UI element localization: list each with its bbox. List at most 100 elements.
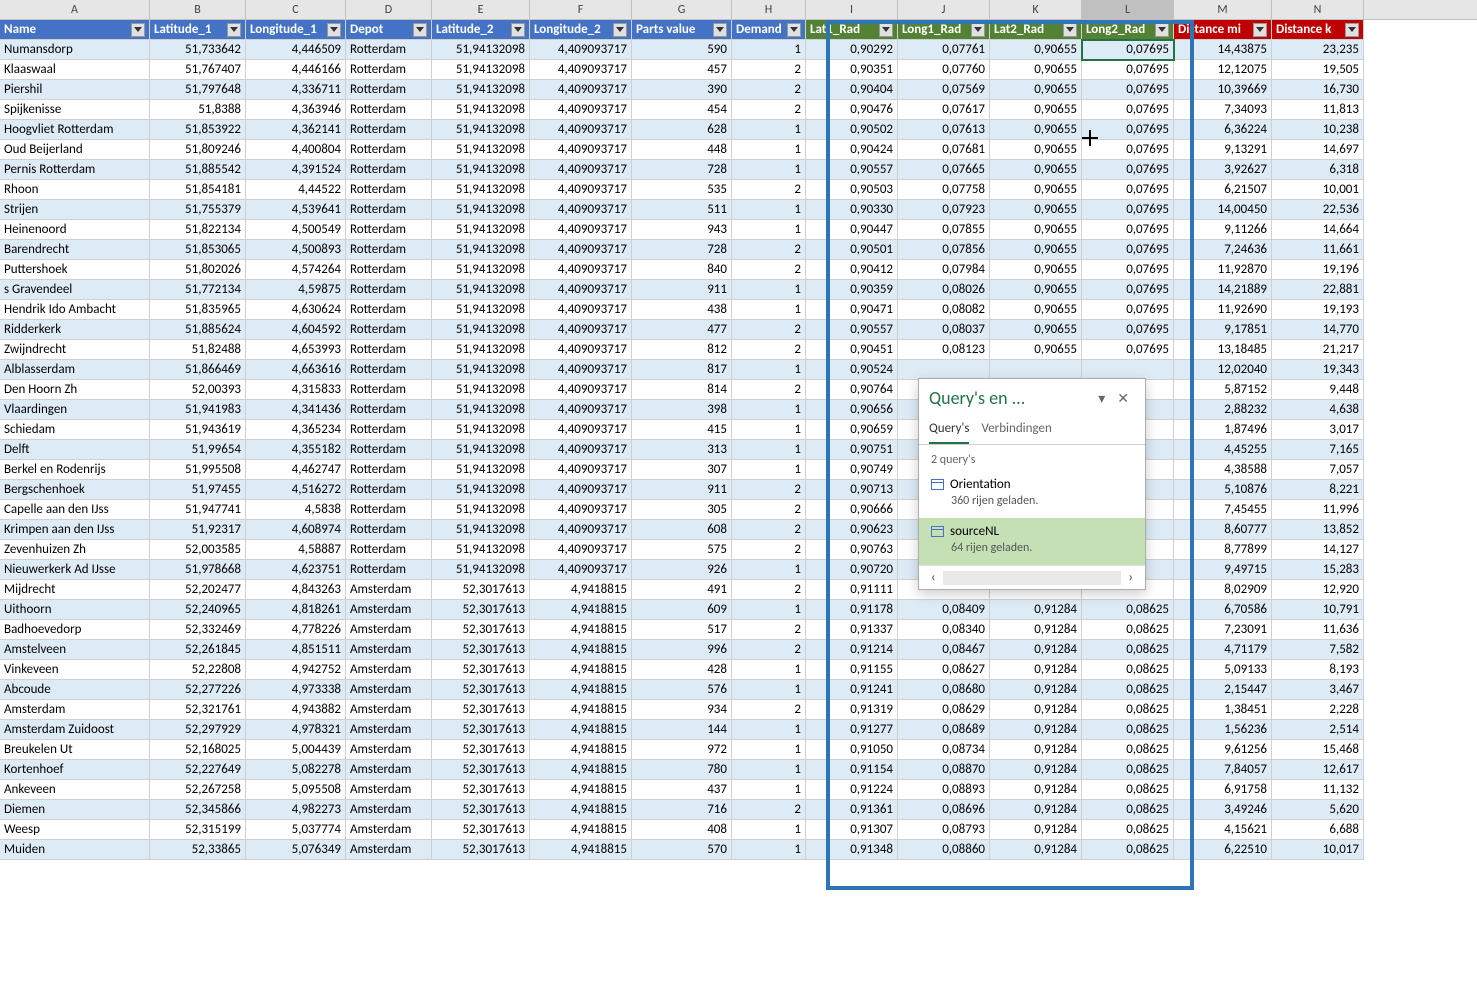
table-cell[interactable]: 52,277226 (150, 680, 246, 700)
table-cell[interactable]: 0,08625 (1082, 740, 1174, 760)
table-cell[interactable]: 1 (732, 200, 806, 220)
table-cell[interactable]: 10,017 (1272, 840, 1364, 860)
table-cell[interactable]: Amsterdam (346, 760, 432, 780)
table-cell[interactable]: 9,61256 (1174, 740, 1272, 760)
table-cell[interactable]: 4,409093717 (530, 240, 632, 260)
table-cell[interactable]: 307 (632, 460, 732, 480)
table-cell[interactable]: 51,94132098 (432, 300, 530, 320)
table-cell[interactable]: 1 (732, 160, 806, 180)
col-header-B[interactable]: B (150, 0, 246, 19)
table-cell[interactable]: 0,91284 (990, 600, 1082, 620)
table-cell[interactable]: 4,409093717 (530, 360, 632, 380)
table-cell[interactable]: Rotterdam (346, 80, 432, 100)
table-cell[interactable]: 4,9418815 (530, 640, 632, 660)
table-cell[interactable]: Vlaardingen (0, 400, 150, 420)
table-cell[interactable]: Barendrecht (0, 240, 150, 260)
table-cell[interactable]: 0,08629 (898, 700, 990, 720)
col-header-C[interactable]: C (246, 0, 346, 19)
table-cell[interactable]: 51,885542 (150, 160, 246, 180)
table-cell[interactable]: Diemen (0, 800, 150, 820)
table-cell[interactable]: 0,91050 (806, 740, 898, 760)
table-cell[interactable]: 4,341436 (246, 400, 346, 420)
table-cell[interactable]: 0,07695 (1082, 280, 1174, 300)
table-cell[interactable]: 10,238 (1272, 120, 1364, 140)
table-cell[interactable]: 7,24636 (1174, 240, 1272, 260)
table-cell[interactable]: 4,623751 (246, 560, 346, 580)
table-cell[interactable]: 0,07681 (898, 140, 990, 160)
table-cell[interactable]: 0,07665 (898, 160, 990, 180)
table-cell[interactable]: 4,409093717 (530, 320, 632, 340)
table-cell[interactable]: 511 (632, 200, 732, 220)
table-cell[interactable]: 0,07695 (1082, 200, 1174, 220)
table-cell[interactable]: 51,94132098 (432, 520, 530, 540)
table-cell[interactable]: Rotterdam (346, 460, 432, 480)
table-cell[interactable]: 0,07923 (898, 200, 990, 220)
table-cell[interactable]: 0,90655 (990, 240, 1082, 260)
table-cell[interactable]: 52,321761 (150, 700, 246, 720)
table-cell[interactable]: 4,982273 (246, 800, 346, 820)
table-cell[interactable]: 51,94132098 (432, 400, 530, 420)
table-cell[interactable]: 0,90656 (806, 400, 898, 420)
table-cell[interactable]: 14,43875 (1174, 40, 1272, 60)
table-cell[interactable]: Den Hoorn Zh (0, 380, 150, 400)
table-cell[interactable]: 51,94132098 (432, 360, 530, 380)
table-cell[interactable]: 517 (632, 620, 732, 640)
table-cell[interactable]: Zwijndrecht (0, 340, 150, 360)
col-header-F[interactable]: F (530, 0, 632, 19)
table-cell[interactable]: 0,91111 (806, 580, 898, 600)
table-cell[interactable]: 0,91284 (990, 820, 1082, 840)
col-header-H[interactable]: H (732, 0, 806, 19)
table-cell[interactable]: 9,11266 (1174, 220, 1272, 240)
table-cell[interactable]: Rotterdam (346, 540, 432, 560)
table-cell[interactable]: 1 (732, 120, 806, 140)
table-cell[interactable]: Rotterdam (346, 260, 432, 280)
table-cell[interactable]: 13,18485 (1174, 340, 1272, 360)
table-cell[interactable]: 51,94132098 (432, 40, 530, 60)
table-cell[interactable]: 51,733642 (150, 40, 246, 60)
table-cell[interactable]: Kortenhoef (0, 760, 150, 780)
table-cell[interactable]: 4,409093717 (530, 340, 632, 360)
table-cell[interactable]: 51,94132098 (432, 160, 530, 180)
table-cell[interactable]: 1,56236 (1174, 720, 1272, 740)
table-cell[interactable]: Rotterdam (346, 360, 432, 380)
table-cell[interactable]: 4,58887 (246, 540, 346, 560)
table-cell[interactable]: 4,362141 (246, 120, 346, 140)
table-cell[interactable]: 0,90751 (806, 440, 898, 460)
table-cell[interactable]: 144 (632, 720, 732, 740)
filter-button[interactable] (713, 23, 727, 37)
table-cell[interactable]: 0,91214 (806, 640, 898, 660)
table-cell[interactable]: 438 (632, 300, 732, 320)
table-cell[interactable]: Rotterdam (346, 220, 432, 240)
table-cell[interactable]: 12,617 (1272, 760, 1364, 780)
filter-button[interactable] (1063, 23, 1077, 37)
table-cell[interactable]: Amsterdam (346, 680, 432, 700)
table-cell[interactable]: 51,97455 (150, 480, 246, 500)
filter-button[interactable] (971, 23, 985, 37)
table-cell[interactable]: 1 (732, 660, 806, 680)
table-cell[interactable]: 0,07695 (1082, 100, 1174, 120)
table-cell[interactable]: 6,36224 (1174, 120, 1272, 140)
table-cell[interactable]: 2 (732, 240, 806, 260)
table-cell[interactable]: 51,995508 (150, 460, 246, 480)
filter-button[interactable] (413, 23, 427, 37)
filter-button[interactable] (131, 23, 145, 37)
table-cell[interactable]: 13,852 (1272, 520, 1364, 540)
table-cell[interactable]: 51,94132098 (432, 100, 530, 120)
table-cell[interactable]: 51,772134 (150, 280, 246, 300)
table-cell[interactable]: Heinenoord (0, 220, 150, 240)
table-cell[interactable]: 1 (732, 820, 806, 840)
table-cell[interactable]: 52,345866 (150, 800, 246, 820)
table-cell[interactable]: 52,3017613 (432, 760, 530, 780)
table-cell[interactable]: 2 (732, 80, 806, 100)
table-cell[interactable]: 4,9418815 (530, 740, 632, 760)
table-cell[interactable]: 4,409093717 (530, 160, 632, 180)
table-cell[interactable]: 4,9418815 (530, 840, 632, 860)
table-cell[interactable]: 52,202477 (150, 580, 246, 600)
table-cell[interactable]: 0,90501 (806, 240, 898, 260)
scroll-track[interactable] (943, 571, 1120, 585)
table-cell[interactable]: 4,363946 (246, 100, 346, 120)
table-cell[interactable]: 51,854181 (150, 180, 246, 200)
table-cell[interactable]: Alblasserdam (0, 360, 150, 380)
filter-button[interactable] (1345, 23, 1359, 37)
table-cell[interactable]: 477 (632, 320, 732, 340)
